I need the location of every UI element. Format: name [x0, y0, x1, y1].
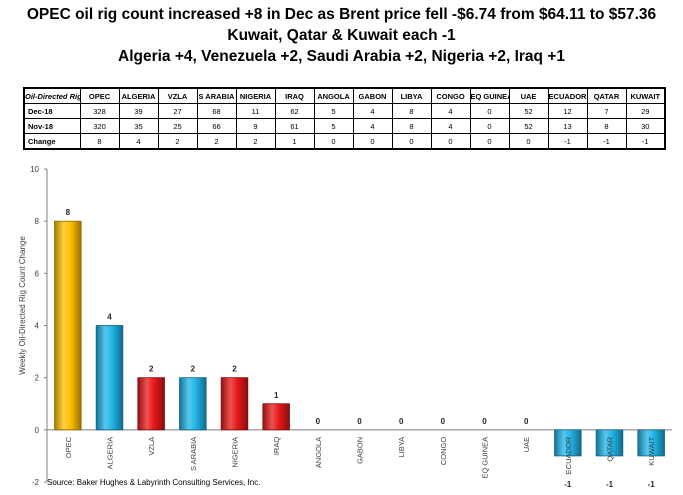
category-label: S ARABIA — [189, 437, 198, 471]
table-cell: 0 — [469, 118, 510, 134]
bar-iraq — [262, 403, 290, 431]
title-line-3: Algeria +4, Venezuela +2, Saudi Arabia +… — [118, 48, 565, 65]
data-label: 8 — [66, 208, 71, 217]
category-label: KUWAIT — [647, 436, 656, 465]
bar-opec — [54, 220, 82, 431]
y-tick-label: 6 — [35, 269, 40, 278]
table-row: Dec-18 328 39 27 68 11 62 5 4 8 4 0 52 12 7 29 — [23, 103, 666, 119]
data-label: -1 — [606, 480, 614, 489]
category-label: VZLA — [147, 437, 156, 456]
bar-nigeria — [220, 377, 249, 431]
table-cell: 5 — [313, 118, 354, 134]
table-cell: 61 — [274, 118, 315, 134]
y-axis-title: Weekly Oil-Directed Rig Count Change — [18, 236, 27, 375]
category-label: ECUADOR — [564, 436, 573, 474]
data-label: 0 — [316, 417, 321, 426]
title-line-1: OPEC oil rig count increased +8 in Dec a… — [26, 6, 657, 23]
data-label: 0 — [399, 417, 404, 426]
category-label: QATAR — [606, 436, 615, 461]
category-label: ANGOLA — [314, 437, 323, 468]
chart-titles: OPEC oil rig count increased +8 in Dec a… — [0, 4, 683, 67]
data-label: 2 — [232, 365, 237, 374]
data-label: 0 — [524, 417, 529, 426]
data-label: 1 — [274, 391, 279, 400]
table-cell: 2 — [235, 133, 276, 150]
category-label: LIBYA — [397, 437, 406, 458]
data-label: 2 — [191, 365, 196, 374]
category-label: UAE — [522, 437, 531, 452]
table-cell: 8 — [586, 118, 627, 134]
bar-qatar — [595, 429, 624, 457]
bar-algeria — [95, 325, 124, 431]
data-label: -1 — [648, 480, 656, 489]
bar-s-arabia — [179, 377, 207, 431]
data-label: 4 — [107, 313, 112, 322]
table-cell: -1 — [625, 133, 666, 150]
data-label: 0 — [441, 417, 446, 426]
y-tick-label: 4 — [35, 322, 40, 331]
table-row: Change 8 4 2 2 2 1 0 0 0 0 0 0 -1 -1 -1 — [23, 133, 666, 150]
data-label: 0 — [357, 417, 362, 426]
bar-kuwait — [637, 429, 665, 457]
title-line-2: Kuwait, Qatar & Kuwait each -1 — [227, 27, 456, 44]
table-cell: 30 — [625, 118, 666, 134]
table-cell: 2 — [157, 133, 198, 150]
category-label: IRAQ — [272, 437, 281, 456]
bar-ecuador — [554, 429, 582, 457]
y-tick-label: 0 — [35, 426, 40, 435]
table-cell: 320 — [79, 118, 120, 134]
data-label: 2 — [149, 365, 154, 374]
bar-vzla — [137, 377, 165, 431]
data-label: -1 — [564, 480, 572, 489]
y-tick-label: 8 — [35, 217, 40, 226]
y-tick-label: -2 — [32, 478, 40, 487]
y-tick-label: 2 — [35, 374, 40, 383]
rig-count-table: Oil-Directed Rigs OPEC ALGERIA VZLA S ARABI… — [23, 87, 666, 150]
table-cell: 8 — [79, 133, 120, 150]
category-label: CONGO — [439, 437, 448, 466]
table-row: Nov-18 320 35 25 66 9 61 5 4 8 4 0 52 13 8 30 — [23, 118, 666, 134]
table-cell: 0 — [430, 133, 471, 150]
data-label: 0 — [482, 417, 487, 426]
y-tick-label: 10 — [30, 165, 39, 174]
table-cell: 4 — [118, 133, 159, 150]
category-label: NIGERIA — [231, 437, 240, 468]
category-label: OPEC — [64, 436, 73, 458]
category-label: EQ GUINEA — [481, 437, 490, 479]
category-label: GABON — [356, 437, 365, 464]
table-header-row: Oil-Directed Rigs OPEC ALGERIA VZLA S ARABI… — [23, 87, 666, 104]
source-note: Source: Baker Hughes & Labyrinth Consult… — [47, 478, 261, 487]
table-cell: 9 — [235, 118, 276, 134]
category-label: ALGERIA — [106, 437, 115, 470]
